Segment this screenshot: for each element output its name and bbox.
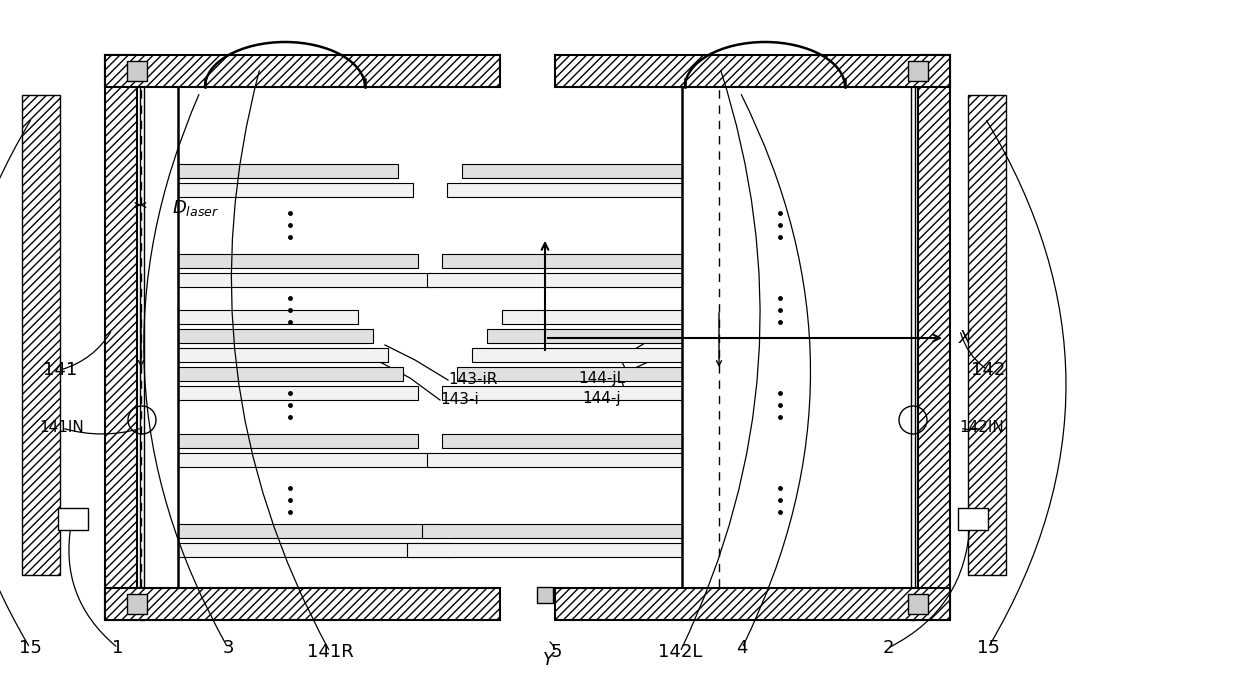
Text: 142: 142	[971, 361, 1006, 379]
Bar	[58, 508, 88, 530]
Bar	[179, 386, 418, 400]
Text: 143-iR: 143-iR	[448, 372, 497, 387]
Bar	[22, 95, 60, 575]
Bar	[427, 452, 682, 466]
Bar	[179, 183, 413, 197]
Text: 3: 3	[222, 639, 234, 657]
Text: 141: 141	[43, 361, 77, 379]
Bar	[179, 433, 418, 448]
Text: 4: 4	[737, 639, 748, 657]
Bar	[179, 329, 373, 343]
Bar	[179, 523, 438, 537]
Bar	[472, 348, 682, 362]
Text: 15: 15	[977, 639, 999, 657]
Bar	[105, 588, 500, 620]
Bar	[556, 55, 950, 87]
Text: 143-i: 143-i	[440, 393, 479, 408]
Bar	[446, 183, 682, 197]
Bar	[140, 55, 144, 620]
Text: 142IN: 142IN	[960, 420, 1004, 435]
Bar	[179, 254, 418, 268]
Bar	[179, 164, 398, 178]
Bar	[556, 588, 950, 620]
Bar	[968, 95, 1006, 575]
Bar	[179, 452, 433, 466]
Text: 141IN: 141IN	[40, 420, 84, 435]
Bar	[959, 508, 988, 530]
Bar	[179, 348, 388, 362]
Text: 144-jL: 144-jL	[578, 370, 625, 385]
Bar	[537, 587, 553, 603]
Bar	[908, 61, 928, 81]
Text: 15: 15	[19, 639, 41, 657]
Bar	[918, 55, 950, 620]
Bar	[502, 310, 682, 324]
Bar	[126, 61, 148, 81]
Text: 2: 2	[882, 639, 894, 657]
Text: $D_{laser}$: $D_{laser}$	[172, 198, 219, 218]
Bar	[908, 594, 928, 614]
Bar	[179, 272, 433, 287]
Bar	[407, 543, 682, 556]
Text: 144-j: 144-j	[582, 391, 621, 406]
Bar	[441, 433, 682, 448]
Bar	[179, 367, 403, 381]
Text: 142L: 142L	[657, 643, 702, 661]
Bar	[441, 254, 682, 268]
Bar	[911, 55, 915, 620]
Text: Y: Y	[543, 651, 553, 669]
Bar	[105, 55, 500, 87]
Text: 141R: 141R	[306, 643, 353, 661]
Bar	[179, 543, 453, 556]
Text: 5: 5	[551, 643, 562, 661]
Text: X: X	[959, 329, 971, 347]
Bar	[458, 367, 682, 381]
Bar	[487, 329, 682, 343]
Bar	[126, 594, 148, 614]
Bar	[463, 164, 682, 178]
Bar	[179, 310, 358, 324]
Bar	[422, 523, 682, 537]
Text: 1: 1	[113, 639, 124, 657]
Bar	[441, 386, 682, 400]
Bar	[427, 272, 682, 287]
Bar	[105, 55, 136, 620]
